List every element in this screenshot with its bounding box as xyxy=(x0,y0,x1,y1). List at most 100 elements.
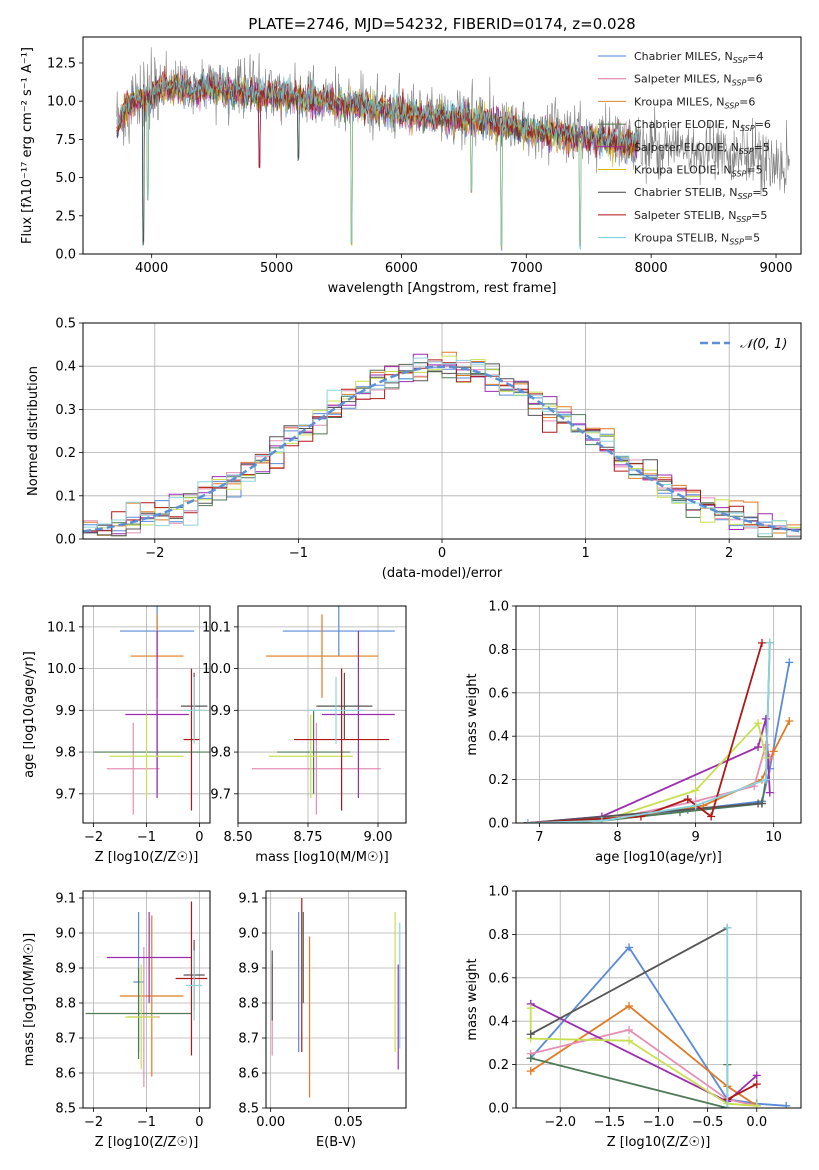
x-tick-label: −2 xyxy=(84,1115,103,1130)
y-tick-label: 0.5 xyxy=(55,317,76,332)
plus-marker xyxy=(707,812,716,821)
plus-marker xyxy=(752,1101,761,1108)
mass-vs-Z-errorbars xyxy=(85,901,208,1087)
y-axis-label: Normed distribution xyxy=(26,366,41,496)
age-vs-mass-frame xyxy=(237,605,407,824)
y-tick-label: 0.6 xyxy=(488,971,509,986)
errorbar-point-6 xyxy=(125,964,158,1070)
massweight-vs-Z-axes: −2.0 −1.5 −1.0 −0.5 0.0 0.0 0.2 0.4 0.6 0.8 1.0 Z [… xyxy=(465,885,801,1150)
residual-histograms xyxy=(83,351,801,538)
y-axis-label: age [log10(age/yr)] xyxy=(22,651,37,778)
y-tick-label: 0.3 xyxy=(55,403,76,418)
y-tick-label: 0.1 xyxy=(55,489,76,504)
errorbar-point-6 xyxy=(268,714,353,798)
errorbar-point-8 xyxy=(175,901,208,1056)
plus-marker xyxy=(526,1054,535,1063)
histogram-series-7 xyxy=(83,363,801,537)
spectrum-frame xyxy=(82,36,802,255)
y-tick-label: 5.0 xyxy=(55,171,76,186)
massweight-vs-Z-lines xyxy=(526,923,791,1108)
errorbar-point-2 xyxy=(266,614,378,698)
histogram-series-8 xyxy=(83,359,801,537)
plus-marker xyxy=(683,795,692,804)
y-tick-label: 8.6 xyxy=(55,1067,76,1082)
x-tick-label: 0.0 xyxy=(746,1115,767,1130)
plus-marker xyxy=(752,1080,761,1089)
legend-entry: Salpeter STELIB, NSSP=5 xyxy=(634,209,767,224)
y-tick-label: 0.2 xyxy=(488,1058,509,1073)
plus-marker xyxy=(691,801,700,810)
legend-entry: Salpeter MILES, NSSP=6 xyxy=(634,73,763,88)
plus-marker xyxy=(597,816,606,823)
y-tick-label: 9.1 xyxy=(238,892,259,907)
mass-vs-Z-axes: −2 −1 0 8.5 8.6 8.7 8.8 8.9 9.0 9.1 Z [log10(Z/Z☉)… xyxy=(22,891,210,1150)
plus-marker xyxy=(769,747,778,756)
x-tick-label: −1.0 xyxy=(643,1115,675,1130)
x-tick-label: 7 xyxy=(535,830,543,845)
x-tick-label: 8 xyxy=(613,830,621,845)
legend-entry: Salpeter ELODIE, NSSP=5 xyxy=(634,141,770,156)
y-tick-label: 0.8 xyxy=(488,928,509,943)
y-tick-label: 9.1 xyxy=(55,892,76,907)
errorbar-point-1 xyxy=(282,606,395,657)
y-tick-label: 8.9 xyxy=(55,962,76,977)
y-tick-label: 9.7 xyxy=(55,787,76,802)
mass-weight-series-8 xyxy=(726,1083,758,1101)
plus-marker xyxy=(526,1067,535,1076)
y-tick-label: 0.4 xyxy=(488,730,509,745)
y-tick-label: 9.9 xyxy=(210,704,231,719)
age-vs-mass-errorbars xyxy=(252,606,395,815)
residuals-frame xyxy=(82,322,802,540)
x-tick-label: −0.5 xyxy=(692,1115,724,1130)
y-tick-label: 9.0 xyxy=(238,927,259,942)
residual-legend: 𝒩(0, 1) xyxy=(700,337,787,352)
plus-marker xyxy=(757,799,766,808)
errorbar-point-5 xyxy=(125,631,189,798)
x-tick-label: −1 xyxy=(137,1115,156,1130)
spectrum-axes: 4000 5000 6000 7000 8000 9000 0.0 2.5 5.0 7.5 10.0… xyxy=(20,47,793,296)
y-tick-label: 9.0 xyxy=(55,927,76,942)
y-tick-label: 0.0 xyxy=(488,1102,509,1117)
y-tick-label: 8.8 xyxy=(55,997,76,1012)
mass-weight-series-3 xyxy=(527,741,771,823)
x-axis-label: Z [log10(Z/Z☉)] xyxy=(95,850,199,865)
errorbar-point-6 xyxy=(109,714,184,798)
plus-marker xyxy=(526,1030,535,1039)
mass-vs-EBV-errorbars xyxy=(271,898,401,1098)
x-tick-label: 4000 xyxy=(135,261,168,276)
y-tick-label: 10.1 xyxy=(202,620,231,635)
model-spectrum-line-9 xyxy=(116,67,639,251)
y-tick-label: 0.8 xyxy=(488,643,509,658)
legend-entry: Chabrier MILES, NSSP=4 xyxy=(634,50,764,65)
errorbar-point-7 xyxy=(316,672,373,740)
plus-marker xyxy=(761,775,770,784)
y-tick-label: 0.0 xyxy=(488,817,509,832)
legend-entry: Kroupa STELIB, NSSP=5 xyxy=(634,232,760,247)
x-tick-label: 8.50 xyxy=(224,830,253,845)
y-tick-label: 8.6 xyxy=(238,1067,259,1082)
plus-marker xyxy=(625,1002,634,1011)
plus-marker xyxy=(625,1036,634,1045)
y-tick-label: 8.7 xyxy=(55,1032,76,1047)
plus-marker xyxy=(765,638,774,647)
y-tick-label: 10.0 xyxy=(47,95,76,110)
mass-weight-series-3 xyxy=(530,1028,757,1107)
x-tick-label: 0 xyxy=(438,546,446,561)
age-vs-Z-axes: −2 −1 0 9.7 9.8 9.9 10.0 10.1 Z [log10(Z/Z☉)] age… xyxy=(22,606,210,865)
y-axis-label: Flux [fλ10⁻¹⁷ erg cm⁻² s⁻¹ A⁻¹] xyxy=(20,47,35,244)
x-axis-label: age [log10(age/yr)] xyxy=(595,850,722,865)
massweight-vs-age-frame xyxy=(515,605,802,824)
plus-marker xyxy=(785,658,794,667)
errorbar-point-8 xyxy=(183,668,200,811)
errorbar-point-5 xyxy=(322,631,395,798)
x-tick-label: −1 xyxy=(289,546,308,561)
x-axis-label: mass [log10(M/M☉)] xyxy=(255,850,388,865)
plus-marker xyxy=(691,786,700,795)
plus-marker xyxy=(625,1025,634,1034)
spectrum-legend: Chabrier MILES, NSSP=4 Salpeter MILES, NS… xyxy=(598,50,771,247)
plus-marker xyxy=(754,719,763,728)
plus-marker xyxy=(782,1101,791,1108)
massweight-vs-Z-frame xyxy=(515,890,802,1109)
plus-marker xyxy=(625,943,634,952)
